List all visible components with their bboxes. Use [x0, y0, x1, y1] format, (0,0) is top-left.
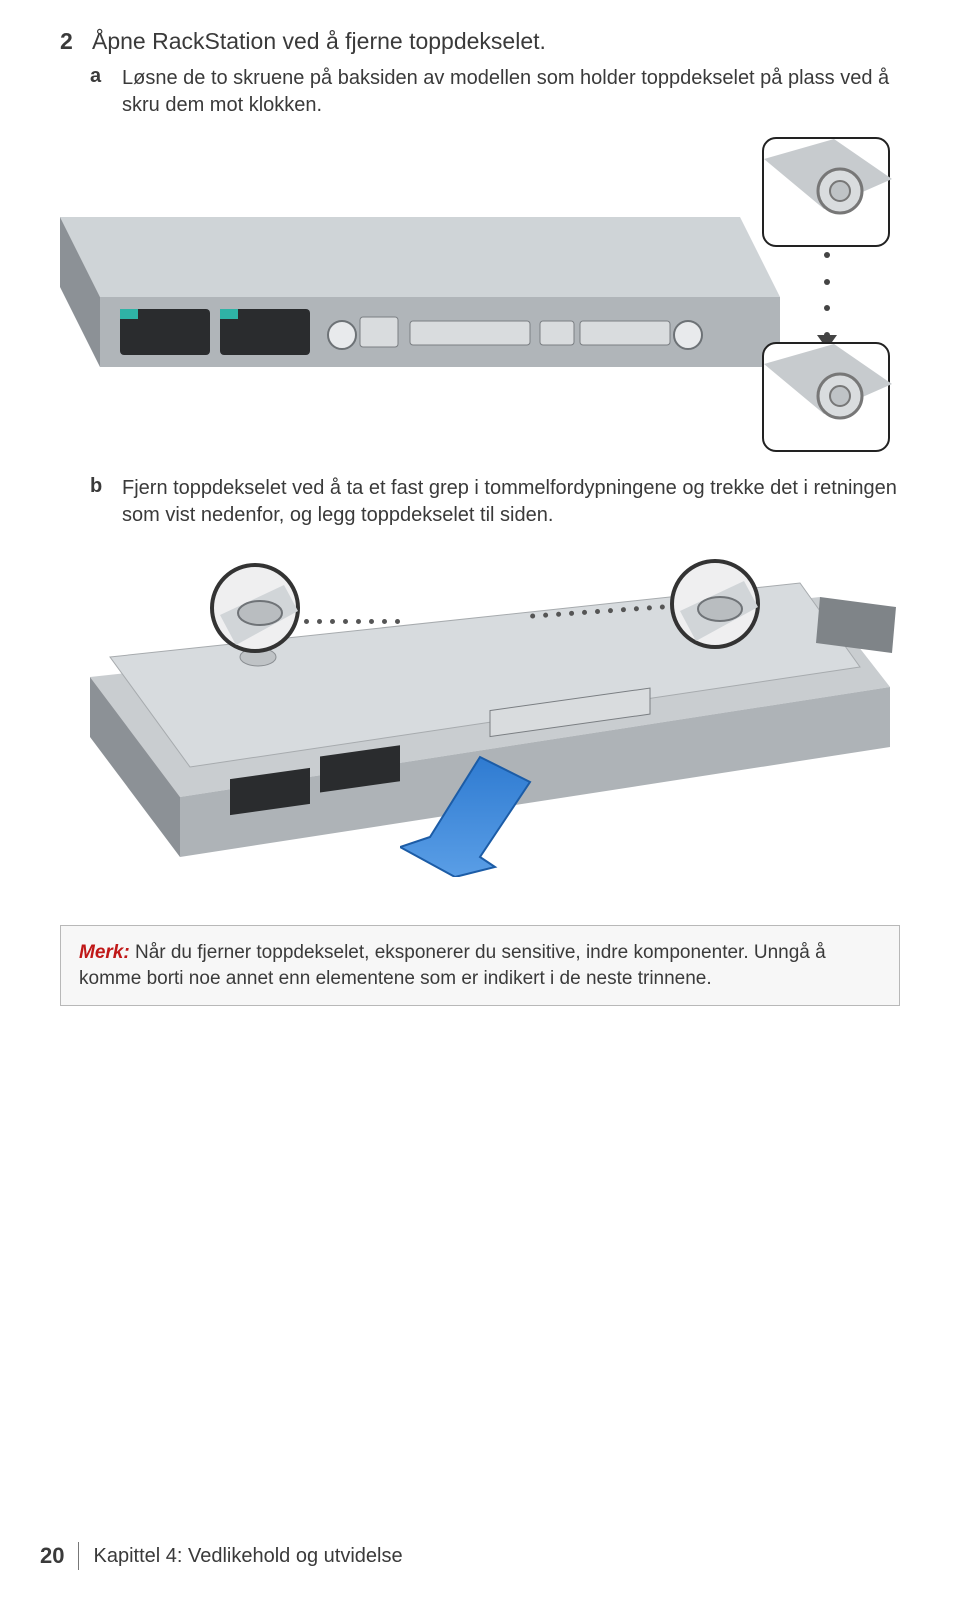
substep-a: a Løsne de to skruene på baksiden av mod…: [90, 65, 900, 119]
guide-dots-left: [304, 619, 400, 624]
step-number: 2: [60, 28, 78, 55]
manual-page: 2 Åpne RackStation ved å fjerne toppdeks…: [0, 0, 960, 1600]
rack-rear-illustration: [60, 217, 780, 417]
step-title: Åpne RackStation ved å fjerne toppdeksel…: [92, 28, 546, 55]
substep-a-letter: a: [90, 65, 108, 88]
substep-b-letter: b: [90, 475, 108, 498]
screw-detail-callout-bottom: [762, 342, 890, 452]
page-footer: 20 Kapittel 4: Vedlikehold og utvidelse: [40, 1542, 403, 1570]
screw-detail-callout-top: [762, 137, 890, 247]
substep-a-text: Løsne de to skruene på baksiden av model…: [122, 65, 900, 119]
substep-b: b Fjern toppdekselet ved å ta et fast gr…: [90, 475, 900, 529]
screw-detail-icon: [764, 139, 892, 249]
figure-1-screws: [60, 137, 900, 457]
screw-detail-icon: [764, 344, 892, 454]
note-box: Merk: Når du fjerner toppdekselet, ekspo…: [60, 925, 900, 1006]
notch-detail-callout-left: [210, 563, 300, 653]
footer-divider: [78, 1542, 79, 1570]
finger-notch-icon: [214, 567, 304, 657]
figure-2-topcover: [60, 547, 900, 907]
step-2-heading: 2 Åpne RackStation ved å fjerne toppdeks…: [60, 28, 900, 55]
chapter-title: Kapittel 4: Vedlikehold og utvidelse: [93, 1545, 402, 1568]
page-number: 20: [40, 1543, 64, 1569]
note-label: Merk:: [79, 942, 130, 963]
slide-direction-arrow-icon: [400, 747, 550, 877]
notch-detail-callout-right: [670, 559, 760, 649]
note-text: Når du fjerner toppdekselet, eksponerer …: [79, 942, 826, 989]
substep-b-text: Fjern toppdekselet ved å ta et fast grep…: [122, 475, 900, 529]
callout-dotted-connector: [826, 252, 828, 338]
finger-notch-icon: [674, 563, 764, 653]
